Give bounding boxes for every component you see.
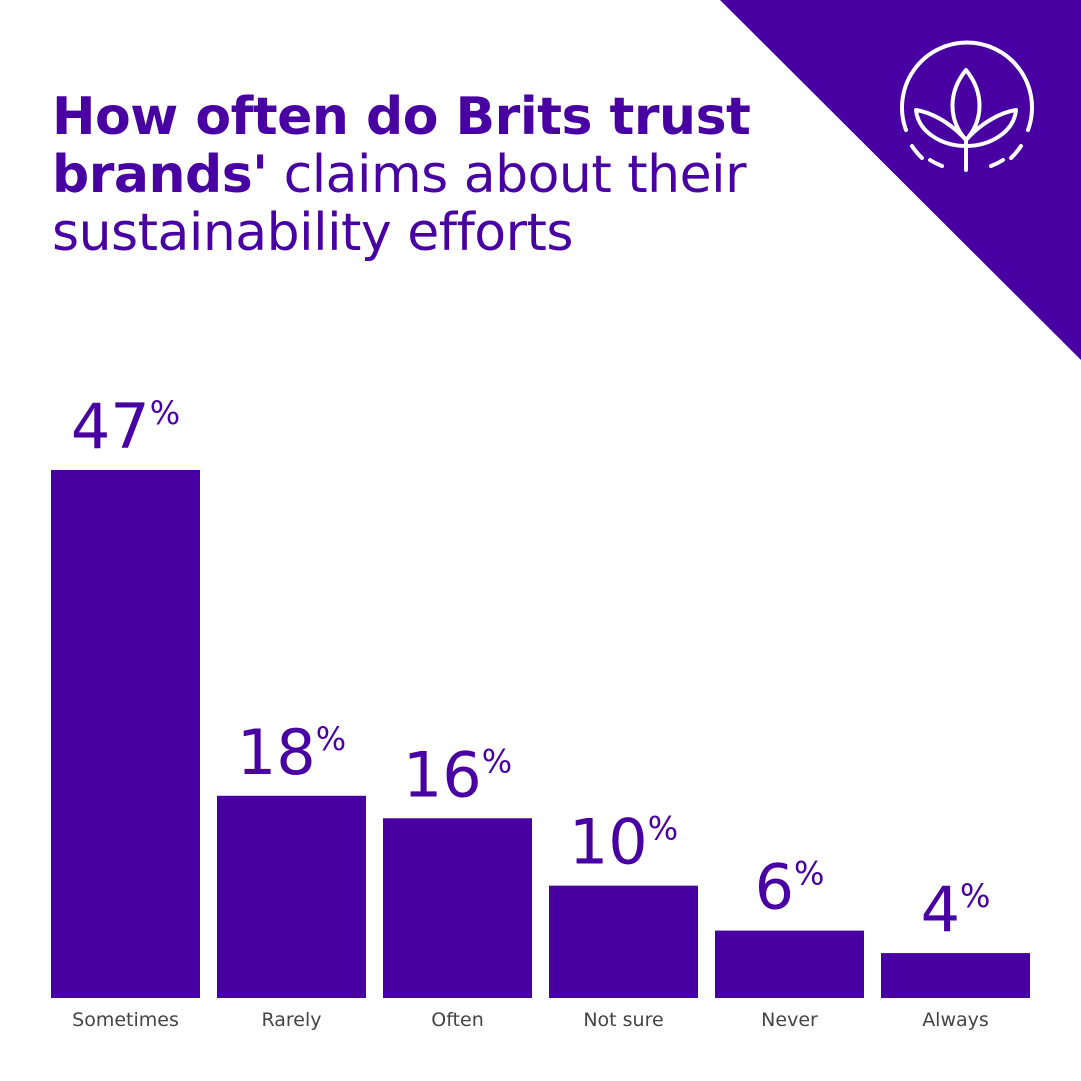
bar-sometimes	[51, 470, 200, 998]
data-label: 18%	[237, 716, 346, 789]
bar-never	[715, 930, 864, 998]
bar-often	[383, 818, 532, 998]
leaf-sprout-icon	[900, 40, 1034, 172]
chart-title: How often do Brits trust brands' claims …	[52, 88, 752, 262]
bar-rarely	[217, 795, 366, 998]
category-label: Not sure	[583, 1009, 663, 1031]
bar-always	[881, 953, 1030, 998]
corner-triangle	[720, 0, 1081, 360]
title-light-line2: claims about their	[267, 145, 747, 205]
title-bold-line1: How often do Brits trust	[52, 87, 751, 147]
data-label: 6%	[755, 851, 825, 924]
title-bold-line2: brands'	[52, 145, 268, 205]
category-label: Rarely	[261, 1009, 321, 1031]
category-label: Always	[922, 1009, 989, 1031]
data-label: 4%	[921, 873, 991, 946]
data-label: 16%	[403, 738, 512, 811]
category-label: Often	[431, 1009, 484, 1031]
title-light-line3: sustainability efforts	[52, 203, 573, 263]
data-label: 47%	[71, 390, 180, 463]
category-label: Never	[761, 1009, 818, 1031]
bar-not-sure	[549, 885, 698, 998]
data-label: 10%	[569, 806, 678, 879]
category-label: Sometimes	[72, 1009, 179, 1031]
